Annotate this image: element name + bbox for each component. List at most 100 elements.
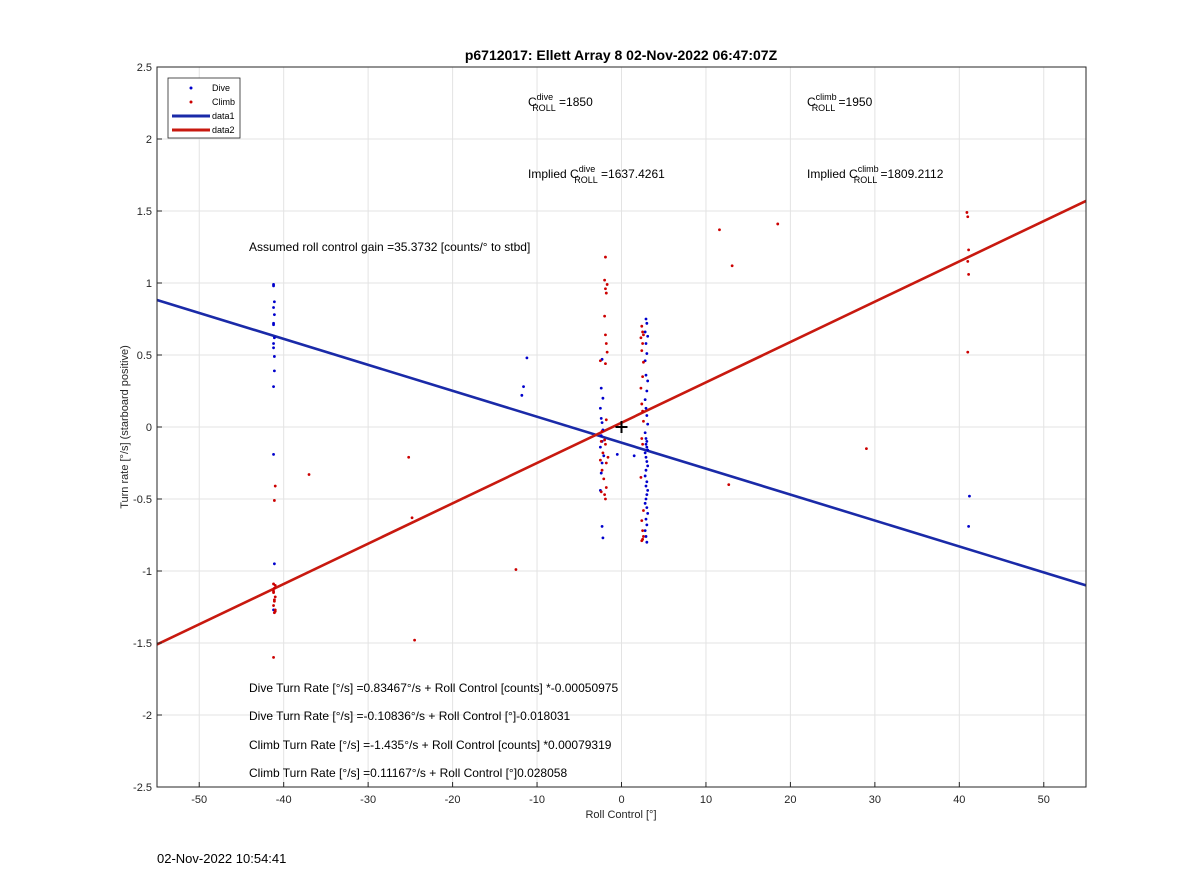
climb-point	[966, 350, 970, 354]
dive-point	[272, 385, 275, 389]
dive-point	[272, 323, 275, 327]
climb-point	[273, 584, 277, 587]
dive-point	[600, 421, 604, 425]
dive-point	[643, 398, 647, 402]
y-tick-label: -1	[142, 566, 152, 578]
climb-point	[603, 278, 607, 282]
climb-point	[639, 476, 643, 479]
dive-point	[598, 406, 602, 410]
chart-title: p6712017: Ellett Array 8 02-Nov-2022 06:…	[465, 47, 778, 63]
climb-point	[641, 330, 645, 334]
dive-point	[646, 422, 650, 426]
climb-point	[273, 595, 277, 599]
climb-point	[598, 458, 602, 462]
y-tick-label: 0.5	[137, 350, 152, 362]
dive-point	[645, 321, 649, 325]
climb-point	[603, 493, 607, 497]
annotation-c-climb: Cclimb ROLL =1950	[807, 92, 873, 113]
climb-point	[605, 283, 609, 286]
dive-point	[644, 484, 648, 488]
climb-point	[604, 342, 608, 345]
climb-point	[604, 461, 608, 465]
annotation-gain: Assumed roll control gain =35.3732 [coun…	[249, 240, 530, 254]
climb-point	[272, 604, 275, 607]
fit-line-data1	[156, 298, 1087, 587]
x-tick-label: -30	[360, 794, 376, 806]
dive-point	[272, 342, 275, 345]
dive-point	[599, 386, 603, 390]
climb-point	[718, 228, 721, 232]
climb-point	[273, 609, 277, 613]
dive-point	[644, 373, 648, 377]
y-axis-label: Turn rate [°/s] (starboard positive)	[119, 345, 131, 509]
dive-point	[272, 452, 275, 456]
climb-point	[599, 490, 603, 494]
dive-point	[645, 352, 649, 355]
dive-point	[644, 497, 648, 501]
legend-box	[167, 77, 241, 139]
climb-point	[604, 287, 607, 291]
climb-point	[272, 598, 276, 602]
climb-point	[603, 438, 607, 442]
x-tick-label: 10	[700, 794, 712, 806]
climb-point	[642, 419, 645, 423]
climb-point	[604, 418, 608, 422]
footer-timestamp: 02-Nov-2022 10:54:41	[157, 851, 287, 866]
climb-point	[730, 264, 734, 268]
climb-point	[599, 440, 603, 443]
climb-point	[776, 222, 780, 226]
legend: Dive Climb data1 data2	[167, 77, 241, 139]
y-tick-label: -2.5	[133, 782, 152, 794]
climb-point	[640, 402, 644, 406]
annotation-implied-climb: Implied Cclimb ROLL =1809.2112	[807, 164, 944, 185]
climb-point	[273, 484, 277, 488]
dive-point	[272, 346, 275, 350]
legend-label-dive: Dive	[212, 83, 230, 93]
climb-point	[604, 486, 608, 489]
y-tick-label: -0.5	[133, 494, 152, 506]
dive-point	[272, 306, 275, 309]
dive-point	[644, 455, 648, 459]
dive-point	[602, 454, 606, 458]
climb-point	[598, 359, 602, 363]
dive-point	[646, 448, 650, 452]
climb-point	[272, 499, 276, 502]
dive-point	[644, 468, 648, 472]
climb-point	[602, 477, 606, 481]
dive-point	[600, 461, 604, 465]
climb-point	[407, 455, 411, 459]
dive-point	[272, 284, 275, 288]
climb-point	[604, 333, 607, 337]
climb-point	[642, 509, 645, 512]
climb-point	[601, 451, 605, 455]
dive-point	[520, 393, 524, 397]
dive-point	[601, 536, 605, 540]
legend-label-climb: Climb	[212, 97, 235, 107]
dive-point	[272, 300, 276, 304]
y-tick-label: 1	[146, 278, 152, 290]
climb-point	[966, 260, 970, 263]
dive-point	[601, 396, 605, 400]
climb-point	[605, 350, 609, 354]
climb-point	[604, 497, 607, 501]
climb-point	[604, 362, 607, 366]
dive-point	[272, 369, 276, 373]
x-tick-label: 20	[784, 794, 796, 806]
climb-point	[641, 442, 645, 446]
dive-point	[967, 524, 971, 528]
dive-point	[645, 506, 649, 510]
climb-point	[967, 248, 971, 252]
climb-point	[604, 442, 607, 446]
dive-point	[644, 535, 648, 538]
climb-point	[640, 324, 644, 328]
annotation-eq-climb-degrees: Climb Turn Rate [°/s] =0.11167°/s + Roll…	[249, 766, 567, 780]
climb-point	[640, 437, 644, 440]
x-tick-label: -50	[191, 794, 207, 806]
annotations: Cdive ROLL =1850 Cclimb ROLL =1950 Implied…	[249, 92, 944, 780]
climb-point	[642, 360, 645, 364]
dive-point	[645, 460, 649, 463]
dive-point	[645, 523, 649, 527]
dive-point	[599, 434, 603, 438]
legend-swatch-climb	[189, 100, 193, 104]
